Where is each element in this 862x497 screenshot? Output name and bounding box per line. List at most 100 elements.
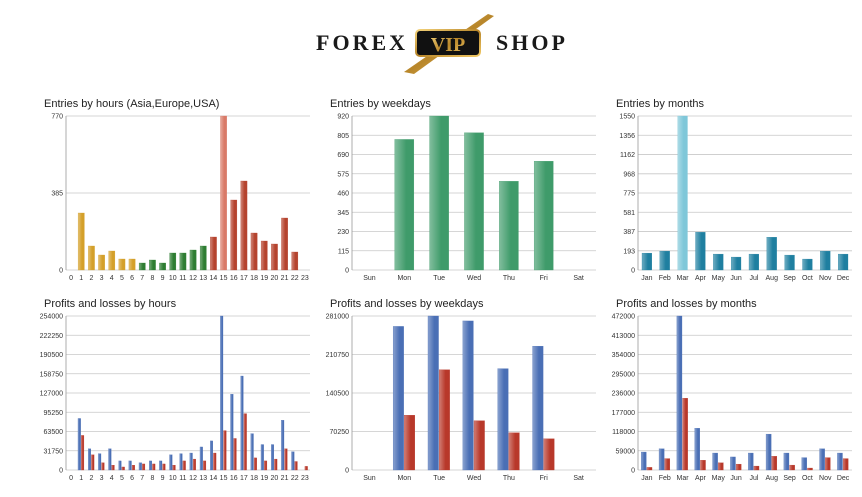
x-tick-label: 9 xyxy=(161,275,165,282)
x-tick-label: 20 xyxy=(271,475,279,482)
profit-bar xyxy=(748,452,754,471)
loss-bar xyxy=(182,460,186,471)
x-tick-label: 2 xyxy=(89,275,93,282)
y-tick-label: 0 xyxy=(631,268,635,275)
x-tick-label: 6 xyxy=(130,275,134,282)
y-tick-label: 236000 xyxy=(612,391,635,398)
data-bar xyxy=(429,115,449,271)
y-tick-label: 345 xyxy=(337,210,349,217)
data-bar xyxy=(98,254,105,271)
x-tick-label: 21 xyxy=(281,475,289,482)
panel-pl-months: Profits and losses by months 0 59000 11800… xyxy=(608,298,862,488)
loss-bar xyxy=(274,458,278,471)
x-tick-label: Dec xyxy=(837,475,850,482)
profit-bar xyxy=(159,460,163,471)
entries-by-months-chart: 0 193 387 581 775 968 1162 1356 1550 Jan Feb Mar Apr… xyxy=(619,114,852,282)
y-tick-label: 140500 xyxy=(326,391,349,398)
x-tick-label: Mon xyxy=(397,275,411,282)
data-bar xyxy=(260,240,268,271)
data-bar xyxy=(802,258,813,271)
x-tick-label: Thu xyxy=(503,275,515,282)
x-tick-label: Aug xyxy=(766,475,779,482)
x-tick-label: Nov xyxy=(819,475,832,482)
data-bar xyxy=(128,258,136,271)
loss-bar xyxy=(264,460,268,471)
x-tick-label: Sep xyxy=(783,275,796,282)
x-tick-label: 11 xyxy=(179,475,186,482)
profit-bar xyxy=(189,452,193,471)
profit-bar xyxy=(240,375,244,471)
y-tick-label: 581 xyxy=(623,210,635,217)
y-tick-label: 95250 xyxy=(44,410,64,417)
loss-bar xyxy=(81,435,85,471)
loss-bar xyxy=(172,464,176,471)
x-tick-label: Jan xyxy=(641,275,652,282)
data-bar xyxy=(499,181,519,271)
y-tick-label: 575 xyxy=(337,171,349,178)
x-tick-label: 17 xyxy=(240,475,248,482)
loss-bar xyxy=(192,458,196,471)
y-tick-label: 920 xyxy=(337,114,349,121)
loss-bar xyxy=(473,420,485,471)
y-tick-label: 460 xyxy=(337,191,349,198)
loss-bar xyxy=(111,464,115,471)
x-tick-label: 2 xyxy=(89,475,93,482)
y-tick-label: 31750 xyxy=(44,448,64,455)
loss-bar xyxy=(162,463,166,471)
loss-bar xyxy=(91,454,95,471)
profit-bar xyxy=(260,444,264,471)
loss-bar xyxy=(789,464,795,471)
x-tick-label: 3 xyxy=(100,275,104,282)
y-tick-label: 281000 xyxy=(326,314,349,321)
profit-bar xyxy=(149,460,152,471)
x-tick-label: 4 xyxy=(110,275,114,282)
y-tick-label: 1162 xyxy=(620,152,635,159)
x-tick-label: Sep xyxy=(783,475,796,482)
chart-title: Entries by weekdays xyxy=(330,98,431,110)
profit-bar xyxy=(427,315,439,471)
x-tick-label: 13 xyxy=(199,475,207,482)
y-tick-label: 1550 xyxy=(619,114,635,121)
data-bar xyxy=(748,253,759,271)
x-tick-label: Mar xyxy=(677,275,690,282)
x-tick-label: Mon xyxy=(397,475,411,482)
data-bar xyxy=(464,132,484,271)
loss-bar xyxy=(131,464,135,471)
x-tick-label: 3 xyxy=(100,475,104,482)
profit-bar xyxy=(169,454,173,471)
loss-bar xyxy=(771,456,778,471)
loss-bar xyxy=(142,463,146,471)
loss-bar xyxy=(233,438,237,471)
panel-entries-months: Entries by months 0 193 387 581 775 968 1162 13… xyxy=(608,98,862,288)
panel-pl-hours: Profits and losses by hours 0 31750 63500 9… xyxy=(36,298,316,488)
data-bar xyxy=(159,262,166,271)
loss-bar xyxy=(682,398,688,471)
loss-bar xyxy=(101,462,105,471)
x-tick-label: Oct xyxy=(802,275,813,282)
data-bar xyxy=(118,258,126,271)
profit-bar xyxy=(392,326,404,471)
loss-bar xyxy=(700,460,706,471)
data-bar xyxy=(138,262,146,271)
y-tick-label: 115 xyxy=(338,248,349,255)
y-tick-label: 193 xyxy=(623,248,635,255)
loss-bar xyxy=(284,448,288,471)
y-tick-label: 210750 xyxy=(326,352,349,359)
x-tick-label: 23 xyxy=(301,275,309,282)
loss-bar xyxy=(253,457,257,471)
data-bar xyxy=(271,243,278,271)
x-tick-label: 12 xyxy=(189,275,197,282)
data-bar xyxy=(179,252,187,271)
y-tick-label: 0 xyxy=(59,268,63,275)
y-tick-label: 254000 xyxy=(40,314,63,321)
loss-bar xyxy=(304,466,308,471)
profit-bar xyxy=(837,452,843,471)
y-tick-label: 472000 xyxy=(612,314,635,321)
profit-bar xyxy=(819,448,825,471)
x-tick-label: Apr xyxy=(695,475,707,482)
x-tick-label: Mar xyxy=(677,475,690,482)
x-tick-label: 15 xyxy=(220,475,228,482)
x-tick-label: 10 xyxy=(169,475,177,482)
y-tick-label: 0 xyxy=(631,468,635,475)
y-tick-label: 295000 xyxy=(612,371,635,378)
